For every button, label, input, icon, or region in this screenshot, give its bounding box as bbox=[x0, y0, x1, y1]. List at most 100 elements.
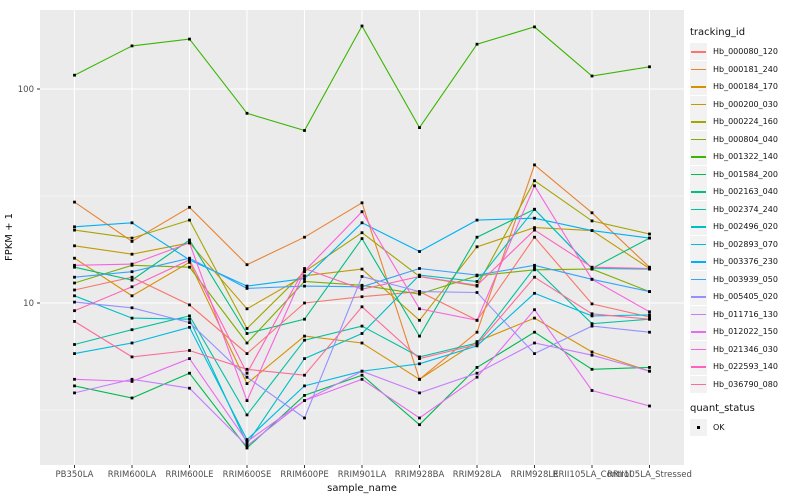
legend-line-icon bbox=[691, 296, 706, 298]
legend-key-swatch bbox=[690, 60, 707, 78]
data-point bbox=[418, 126, 421, 129]
data-point bbox=[533, 25, 536, 29]
data-point bbox=[590, 229, 594, 232]
data-point bbox=[245, 413, 249, 417]
data-point bbox=[648, 315, 651, 319]
data-point bbox=[130, 221, 134, 225]
legend-item-label: Hb_000224_160 bbox=[713, 117, 778, 127]
data-point bbox=[360, 305, 364, 309]
data-point bbox=[360, 295, 364, 299]
legend-item-Hb_002374_240: Hb_002374_240 bbox=[690, 200, 800, 219]
legend-item-label: Hb_021346_030 bbox=[713, 344, 778, 354]
data-point bbox=[303, 334, 306, 338]
data-point bbox=[73, 281, 76, 285]
legend-key-swatch bbox=[690, 78, 707, 96]
data-point bbox=[360, 237, 364, 240]
data-point bbox=[360, 369, 364, 373]
data-point bbox=[360, 210, 364, 214]
legend-line-icon bbox=[691, 173, 706, 176]
data-point bbox=[475, 42, 479, 46]
legend-item-quant-OK: OK bbox=[690, 419, 800, 437]
ok-marker-icon bbox=[697, 426, 700, 430]
data-point bbox=[245, 438, 249, 441]
data-point bbox=[360, 275, 364, 278]
data-point bbox=[245, 327, 249, 330]
data-point bbox=[188, 218, 191, 222]
legend-item-Hb_021346_030: Hb_021346_030 bbox=[690, 340, 800, 359]
data-point bbox=[533, 184, 536, 188]
data-point bbox=[130, 396, 134, 400]
data-point bbox=[475, 273, 479, 277]
data-point bbox=[245, 442, 249, 446]
data-point bbox=[648, 310, 651, 314]
data-point bbox=[303, 301, 306, 305]
legend-key-swatch bbox=[690, 148, 707, 166]
data-point bbox=[533, 268, 536, 272]
data-point bbox=[360, 377, 364, 381]
data-point bbox=[73, 300, 76, 304]
data-point bbox=[73, 288, 76, 292]
data-point bbox=[130, 252, 134, 256]
legend-item-Hb_002163_040: Hb_002163_040 bbox=[690, 183, 800, 201]
data-point bbox=[475, 375, 479, 379]
data-point bbox=[73, 200, 76, 204]
data-point bbox=[360, 285, 364, 289]
data-point bbox=[130, 44, 134, 48]
data-point bbox=[418, 318, 421, 322]
legend-item-Hb_000080_120: Hb_000080_120 bbox=[690, 43, 800, 61]
data-point bbox=[73, 352, 76, 355]
data-point bbox=[648, 267, 651, 270]
legend-key-swatch bbox=[690, 375, 707, 393]
data-point bbox=[188, 256, 191, 260]
legend-item-label: OK bbox=[713, 423, 725, 433]
legend-item-label: Hb_001322_140 bbox=[713, 152, 778, 162]
data-point bbox=[360, 332, 364, 335]
data-point bbox=[303, 280, 306, 283]
legend-line-icon bbox=[691, 243, 706, 246]
data-point bbox=[533, 330, 536, 334]
data-point bbox=[475, 291, 479, 294]
data-point bbox=[188, 258, 191, 262]
legend-line-icon bbox=[691, 226, 706, 228]
data-point bbox=[360, 267, 364, 271]
data-point bbox=[475, 245, 479, 249]
data-point bbox=[648, 404, 651, 408]
x-tick-label: RRII105LA_Stressed bbox=[607, 470, 692, 480]
x-tick-label: RRIM901LA bbox=[338, 470, 387, 480]
data-point bbox=[303, 373, 306, 377]
legend-item-label: Hb_003376_230 bbox=[713, 257, 778, 267]
data-point bbox=[533, 235, 536, 239]
data-point bbox=[648, 369, 651, 373]
legend-item-label: Hb_012022_150 bbox=[713, 327, 778, 337]
data-point bbox=[245, 341, 249, 345]
data-point bbox=[245, 263, 249, 267]
data-point bbox=[533, 179, 536, 183]
data-point bbox=[418, 267, 421, 270]
data-point bbox=[245, 111, 249, 115]
data-point bbox=[130, 236, 134, 240]
legend-item-Hb_000804_040: Hb_000804_040 bbox=[690, 130, 800, 149]
data-point bbox=[475, 283, 479, 287]
data-point bbox=[188, 321, 191, 324]
data-point bbox=[590, 350, 594, 354]
x-tick-label: RRIM928LA bbox=[453, 470, 502, 480]
data-point bbox=[188, 325, 191, 329]
data-point bbox=[245, 440, 249, 443]
data-point bbox=[303, 235, 306, 239]
legend: tracking_id Hb_000080_120 Hb_000181_240 Hb… bbox=[690, 27, 800, 437]
data-point bbox=[533, 308, 536, 312]
data-point bbox=[360, 201, 364, 205]
legend-item-Hb_002893_070: Hb_002893_070 bbox=[690, 235, 800, 254]
data-point bbox=[590, 302, 594, 306]
data-point bbox=[418, 391, 421, 395]
legend-item-label: Hb_000804_040 bbox=[713, 134, 778, 144]
data-point bbox=[418, 357, 421, 360]
data-point bbox=[303, 394, 306, 397]
data-point bbox=[475, 280, 479, 283]
legend-item-label: Hb_002496_020 bbox=[713, 222, 778, 232]
data-point bbox=[303, 277, 306, 280]
data-point bbox=[303, 338, 306, 342]
data-point bbox=[533, 352, 536, 355]
data-point bbox=[188, 303, 191, 307]
